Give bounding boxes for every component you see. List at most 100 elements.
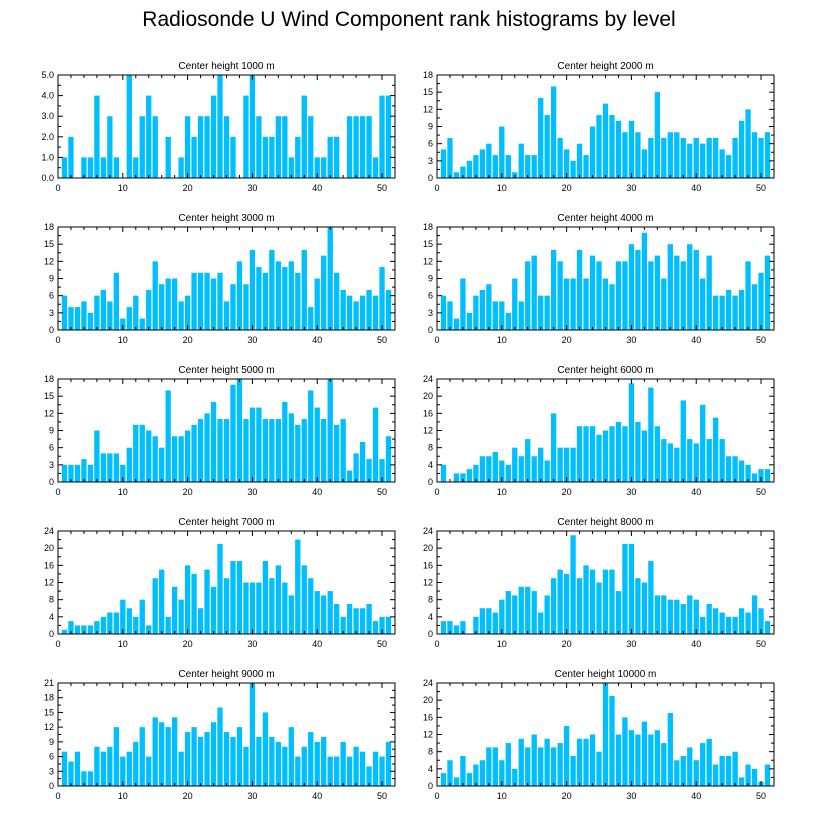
x-tick-label: 0 [434,487,439,497]
y-tick-label: 8 [428,595,433,605]
bar [725,456,732,482]
bar [654,595,660,635]
bar [706,603,712,634]
bar [499,301,505,330]
bar [275,116,281,178]
bar [340,289,346,330]
x-tick-label: 0 [55,183,60,193]
bar [680,755,686,786]
y-tick-label: 3 [49,460,54,470]
bar [732,456,738,482]
bar [152,436,158,482]
bar [667,599,673,634]
bar [693,443,699,483]
bar [379,756,385,786]
bar [499,126,505,178]
bar [538,97,544,178]
bar [372,157,379,178]
bar [243,284,249,330]
bar [687,595,693,635]
bar [262,272,269,330]
x-tick-label: 30 [626,487,636,497]
bar [615,421,622,482]
bar [544,295,550,330]
y-tick-label: 20 [423,695,433,705]
bar [81,157,87,178]
bar [126,447,132,482]
bar [107,301,113,330]
bar [295,539,301,634]
bar [563,447,570,482]
bar [379,459,385,482]
bar [327,756,333,786]
bar [544,738,550,786]
bar [230,736,236,786]
x-tick-label: 20 [562,487,572,497]
bar [139,116,145,178]
bar [269,419,275,482]
bar [314,591,320,634]
bar [249,407,256,482]
y-tick-label: 15 [44,391,54,401]
bar [223,419,230,482]
bar [385,741,392,786]
bar [288,413,294,482]
bar [113,612,119,634]
bar [505,312,511,330]
bar [706,738,712,786]
bar [473,616,479,634]
y-tick-label: 0 [428,477,433,487]
bar [576,578,583,634]
bar [648,137,654,178]
bar [359,116,366,178]
bar [492,747,498,787]
y-tick-label: 0 [428,629,433,639]
bar [379,616,385,634]
panel-6: Center height 6000 m 0 10 20 30 40 50 0 4 8 12 16 20… [423,365,775,497]
bar [674,255,680,330]
bar [301,95,307,178]
bar [583,565,589,634]
bar [165,390,171,482]
bar [120,756,126,786]
bar [159,569,165,635]
bar [447,301,453,330]
y-tick-label: 9 [428,274,433,284]
bar [576,426,583,482]
bar [479,608,486,634]
bar [327,591,333,634]
panel-4: Center height 4000 m 0 10 20 30 40 50 0 3 6 9 12 15 1… [423,213,775,345]
bar [589,734,596,786]
bar [447,137,453,178]
bar [256,582,262,634]
bar [204,116,210,178]
bar [146,756,152,786]
bar [262,561,269,634]
bar [466,469,473,483]
bar [674,760,680,786]
bar [94,430,100,482]
y-tick-label: 24 [423,526,433,536]
bar [236,561,243,634]
bar [544,595,550,635]
bar [243,746,249,786]
bar [385,289,392,330]
bar [440,149,447,178]
bar [732,616,738,634]
bar [159,284,165,330]
y-tick-label: 6 [49,291,54,301]
bar [492,451,498,482]
bar [107,746,113,786]
bar [256,407,262,482]
bar [758,272,764,330]
bar [301,565,307,634]
bar [466,160,473,178]
bar [334,756,340,786]
bar [87,157,94,178]
x-tick-label: 30 [247,335,257,345]
y-tick-label: 3 [428,308,433,318]
y-tick-label: 2.0 [41,132,54,142]
x-tick-label: 40 [691,183,701,193]
bar [269,136,275,178]
